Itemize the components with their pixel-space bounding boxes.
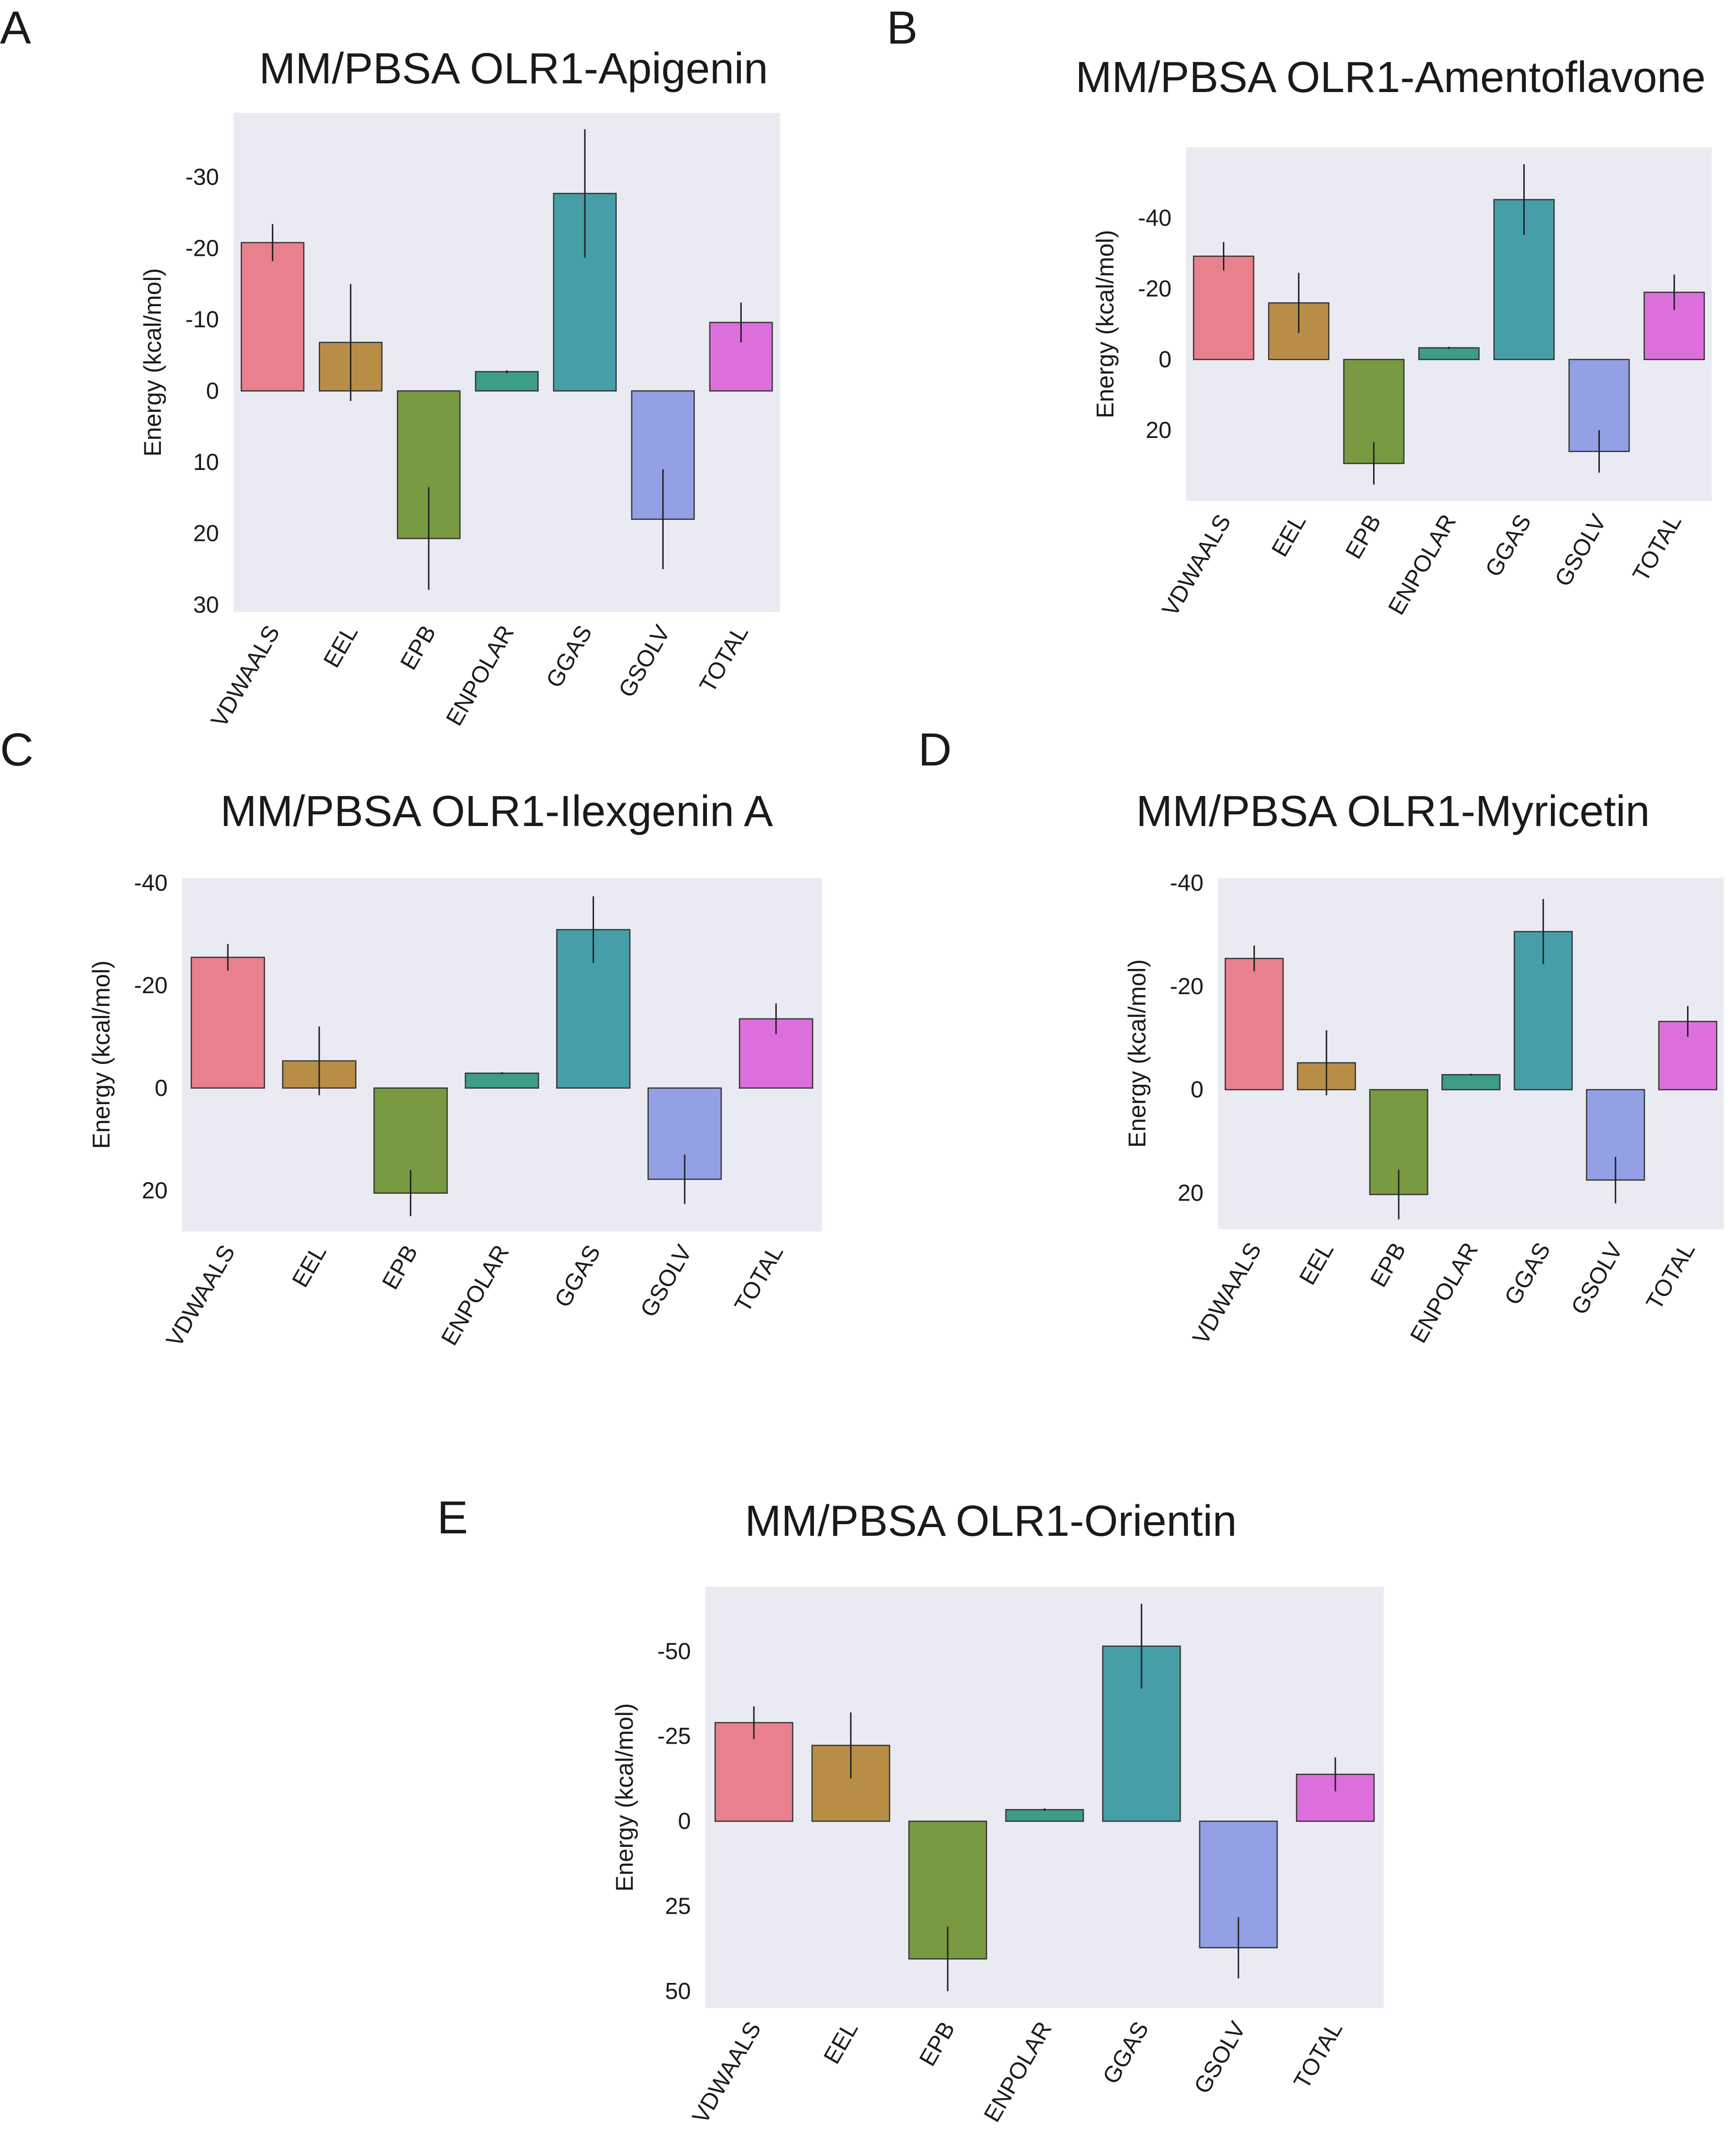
plot-area <box>1218 878 1724 1229</box>
plot-area <box>182 878 822 1232</box>
x-tick-label: EPB <box>395 621 441 674</box>
y-tick-label: -25 <box>657 1724 691 1749</box>
x-tick-label: EEL <box>819 2017 863 2068</box>
x-tick-label: EEL <box>1267 510 1311 561</box>
bar-enpolar <box>1441 1074 1501 1091</box>
x-tick-label: VDWAALS <box>161 1241 240 1351</box>
bar-total <box>1643 292 1705 360</box>
x-tick-label: GGAS <box>550 1241 606 1312</box>
chart-title: MM/PBSA OLR1-Myricetin <box>1136 787 1650 836</box>
y-tick-label: 0 <box>678 1809 691 1834</box>
bar-enpolar <box>1418 347 1480 360</box>
panel-letter: A <box>0 2 31 54</box>
x-tick-label: ENPOLAR <box>979 2017 1057 2126</box>
chart-panel-d: D MM/PBSA OLR1-Myricetin -40 -20 0 20 Energy (… <box>918 724 1724 1349</box>
y-tick-label: 10 <box>193 450 219 475</box>
x-tick-label: ENPOLAR <box>437 1241 515 1350</box>
panel-letter: B <box>887 2 918 54</box>
chart-panel-c: C MM/PBSA OLR1-Ilexgenin A -40 -20 0 20 Energy… <box>0 724 822 1351</box>
bar-enpolar <box>465 1072 539 1089</box>
x-tick-label: GGAS <box>1481 510 1536 581</box>
x-tick-label: EPB <box>915 2017 960 2071</box>
x-tick-label: EPB <box>1365 1238 1411 1292</box>
y-tick-label: 50 <box>665 1979 691 2004</box>
y-tick-label: 0 <box>1190 1077 1204 1103</box>
bar-ggas <box>1514 931 1573 1091</box>
chart-panel-e: E MM/PBSA OLR1-Orientin -50 -25 0 25 50 Energy … <box>437 1492 1384 2128</box>
bar-vdwaals <box>714 1722 794 1822</box>
y-tick-label: 20 <box>193 521 219 546</box>
bar-enpolar <box>475 371 539 392</box>
y-tick-label: 25 <box>665 1894 691 1920</box>
x-tick-label: GSOLV <box>1189 2017 1251 2098</box>
x-tick-label: GGAS <box>1098 2017 1154 2089</box>
chart-title: MM/PBSA OLR1-Ilexgenin A <box>220 787 773 836</box>
chart-title: MM/PBSA OLR1-Amentoflavone <box>1076 53 1706 102</box>
x-tick-label: TOTAL <box>1642 1238 1700 1314</box>
y-tick-label: 30 <box>193 592 219 618</box>
x-tick-label: ENPOLAR <box>1383 510 1461 619</box>
bar-vdwaals <box>240 242 305 392</box>
y-tick-label: -10 <box>186 307 219 333</box>
y-tick-label: 20 <box>1146 418 1172 443</box>
panel-letter: E <box>437 1492 468 1544</box>
bar-vdwaals <box>190 956 265 1089</box>
x-tick-label: TOTAL <box>695 621 753 697</box>
y-tick-label: -40 <box>134 871 168 896</box>
x-tick-label: VDWAALS <box>206 621 285 732</box>
y-axis-label: Energy (kcal/mol) <box>1124 959 1151 1148</box>
chart-panel-a: A MM/PBSA OLR1-Apigenin -30 -20 -10 0 10 20 30 En… <box>0 2 780 732</box>
y-tick-label: -20 <box>134 973 168 999</box>
x-tick-label: ENPOLAR <box>1406 1238 1484 1347</box>
x-tick-label: ENPOLAR <box>441 621 519 730</box>
y-tick-label: -20 <box>1170 974 1204 999</box>
panel-letter: C <box>0 724 33 776</box>
bar-vdwaals <box>1193 255 1254 360</box>
plot-area <box>1186 147 1712 501</box>
y-tick-label: 0 <box>1158 347 1172 373</box>
x-tick-label: VDWAALS <box>1157 510 1236 621</box>
y-axis-label: Energy (kcal/mol) <box>88 961 115 1149</box>
plot-area <box>234 113 780 612</box>
x-tick-label: TOTAL <box>730 1241 788 1317</box>
y-tick-label: -20 <box>1138 276 1172 302</box>
x-tick-label: VDWAALS <box>688 2017 766 2128</box>
x-tick-label: GSOLV <box>1566 1238 1628 1319</box>
y-tick-label: -30 <box>186 164 219 190</box>
chart-title: MM/PBSA OLR1-Orientin <box>745 1497 1236 1545</box>
x-tick-label: VDWAALS <box>1188 1238 1267 1349</box>
y-tick-label: 0 <box>206 378 219 404</box>
bar-enpolar <box>1005 1809 1084 1822</box>
x-tick-label: EEL <box>1295 1238 1339 1289</box>
x-tick-label: TOTAL <box>1289 2017 1347 2093</box>
y-tick-label: -20 <box>186 236 219 262</box>
y-tick-label: -50 <box>657 1639 691 1664</box>
y-axis-label: Energy (kcal/mol) <box>139 268 166 457</box>
x-tick-label: GGAS <box>541 621 597 692</box>
chart-panel-b: B MM/PBSA OLR1-Amentoflavone -40 -20 0 20 Ener… <box>887 2 1712 621</box>
x-tick-label: GSOLV <box>1550 510 1611 591</box>
y-axis-label: Energy (kcal/mol) <box>1092 230 1119 419</box>
x-tick-label: EEL <box>287 1241 331 1292</box>
x-tick-label: EEL <box>319 621 363 672</box>
x-tick-label: GSOLV <box>636 1241 697 1322</box>
x-tick-label: GSOLV <box>614 621 675 702</box>
y-axis-label: Energy (kcal/mol) <box>611 1703 638 1892</box>
x-tick-label: GGAS <box>1500 1238 1555 1310</box>
y-tick-label: -40 <box>1170 871 1204 896</box>
y-tick-label: 20 <box>142 1178 168 1203</box>
x-tick-label: EPB <box>377 1241 423 1294</box>
chart-title: MM/PBSA OLR1-Apigenin <box>259 45 768 93</box>
plot-area <box>705 1587 1384 2008</box>
y-tick-label: -40 <box>1138 205 1172 231</box>
x-tick-label: TOTAL <box>1628 510 1687 586</box>
panel-letter: D <box>918 724 952 776</box>
x-tick-label: EPB <box>1341 510 1386 563</box>
bar-vdwaals <box>1224 958 1284 1091</box>
y-tick-label: 0 <box>155 1076 168 1101</box>
y-tick-label: 20 <box>1178 1180 1204 1206</box>
